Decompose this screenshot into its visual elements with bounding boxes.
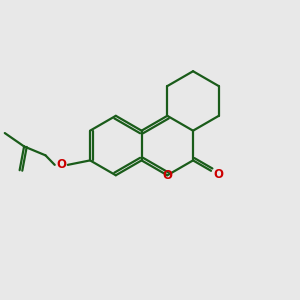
Text: O: O [213,169,223,182]
Text: O: O [162,169,172,182]
Text: O: O [56,158,66,171]
